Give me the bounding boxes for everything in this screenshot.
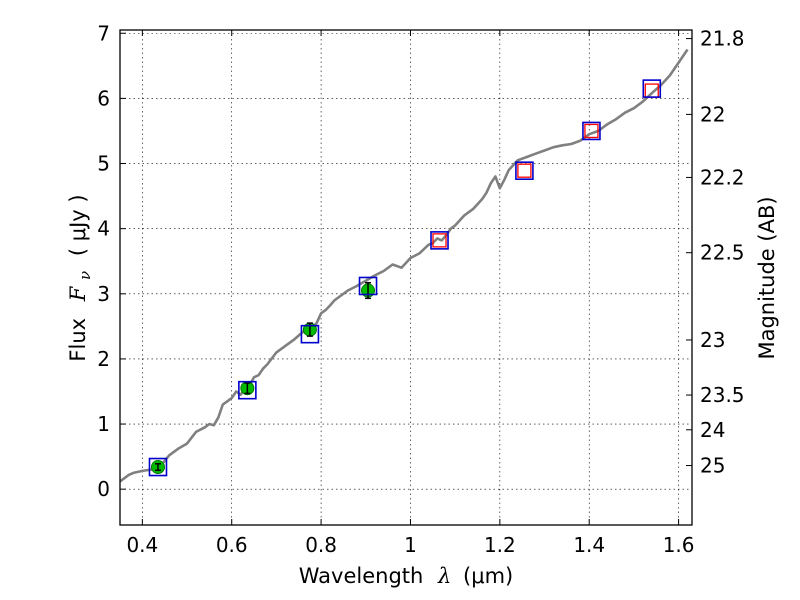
x-axis-label-text: Wavelength <box>299 564 424 588</box>
y-tick-label: 5 <box>97 152 110 176</box>
observed-ir-point <box>517 163 532 178</box>
y2-tick-label: 23 <box>700 328 725 352</box>
y2-axis-label: Magnitude (AB) <box>755 196 779 359</box>
y2-tick-label: 25 <box>700 454 725 478</box>
plot-area <box>120 30 692 525</box>
observed-ir-point <box>584 123 599 139</box>
y-axis-label-symbol: F <box>66 285 90 302</box>
model-spectrum-line <box>119 48 689 483</box>
y-tick-label: 7 <box>97 21 110 45</box>
y-axis-label-subscript: ν <box>76 271 94 280</box>
observed-ir-point <box>432 233 447 248</box>
x-tick-label: 0.8 <box>305 533 337 557</box>
x-axis-label: Wavelength λ (μm) <box>299 564 513 588</box>
model-bandpass-point <box>358 276 378 296</box>
y2-tick-label: 21.8 <box>700 27 745 51</box>
model-bandpass-point <box>430 231 449 250</box>
y-tick-label: 6 <box>97 86 110 110</box>
x-axis-label-symbol: λ <box>437 564 451 588</box>
y-tick-label: 1 <box>97 412 110 436</box>
x-tick-label: 1.2 <box>484 533 516 557</box>
x-tick-label: 1.6 <box>663 533 695 557</box>
model-bandpass-point <box>148 457 168 477</box>
y2-tick-label: 24 <box>700 418 725 442</box>
grid <box>120 30 692 525</box>
y2-tick-label: 22.2 <box>700 165 745 189</box>
x-tick-label: 1.4 <box>573 533 605 557</box>
y-axis-label-units: ( μJy ) <box>66 194 90 256</box>
model-bandpass-point <box>582 121 601 141</box>
model-bandpass-point <box>515 161 534 180</box>
y2-tick-label: 23.5 <box>700 383 745 407</box>
y-tick-label: 4 <box>97 217 110 241</box>
model-bandpass-point <box>300 324 320 344</box>
plot-frame <box>119 29 693 526</box>
y-tick-label: 2 <box>97 347 110 371</box>
y-tick-label: 0 <box>97 477 110 501</box>
photometry-layer <box>148 79 662 477</box>
y-axis-label: Flux F ν ( μJy ) <box>66 194 95 361</box>
x-axis-label-units: (μm) <box>463 564 513 588</box>
y-tick-label: 3 <box>97 282 110 306</box>
y2-tick-label: 22.5 <box>700 241 745 265</box>
x-tick-label: 0.4 <box>126 533 158 557</box>
model-spectrum-layer <box>119 48 689 483</box>
x-tick-label: 1 <box>404 533 417 557</box>
y2-tick-label: 22 <box>700 102 725 126</box>
model-bandpass-point <box>238 380 257 400</box>
y-axis-label-text: Flux <box>66 318 90 362</box>
model-bandpass-point <box>642 79 662 98</box>
x-tick-label: 0.6 <box>216 533 248 557</box>
